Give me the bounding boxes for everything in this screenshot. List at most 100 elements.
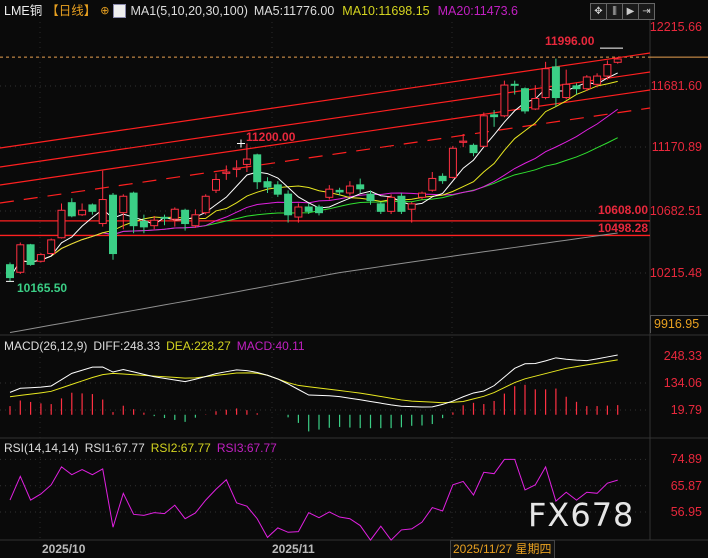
rsi-tick: 56.95 (670, 505, 702, 519)
macd-header: MACD(26,12,9) DIFF:248.33 DEA:228.27 MAC… (4, 338, 305, 354)
globe-icon[interactable]: ⊕ (100, 5, 110, 17)
candle-up (232, 167, 241, 170)
ma10-line (20, 80, 618, 263)
candle-up (407, 203, 416, 210)
candle-down (284, 193, 293, 216)
price-cursor-readout: 9916.95 (650, 315, 708, 333)
candle-up (325, 188, 334, 198)
cursor-date-label: 2025/11/27 星期四 (450, 540, 555, 558)
rsi-header: RSI(14,14,14) RSI1:67.77 RSI2:67.77 RSI3… (4, 440, 277, 456)
candle-up (78, 209, 87, 216)
macd-diff-value: DIFF:248.33 (93, 339, 161, 353)
candle-down (551, 66, 560, 99)
candle-down (490, 114, 499, 118)
candle-down (160, 216, 169, 219)
candle-up (16, 244, 25, 273)
candle-up (531, 97, 540, 110)
candle-up (57, 209, 66, 239)
price-tick: 10215.48 (649, 266, 702, 280)
date-label: 2025/10 (42, 542, 86, 556)
candle-up (479, 115, 488, 147)
candle-down (376, 203, 385, 212)
ma10-value: MA10:11698.15 (342, 4, 430, 18)
rsi2-value: RSI2:67.77 (150, 441, 211, 455)
macd-tick: 248.33 (663, 349, 702, 363)
level-label-10498: 10498.28 (597, 221, 648, 235)
candle-up (47, 239, 56, 255)
rsi-tick: 74.89 (670, 452, 702, 466)
ma20-line (30, 108, 618, 263)
candle-down (181, 209, 190, 225)
ma100-line (9, 232, 618, 334)
price-tick: 11681.60 (650, 79, 702, 93)
price-tick: 11170.89 (651, 140, 702, 154)
candle-down (521, 88, 529, 112)
candle-down (366, 193, 375, 202)
candle-down (438, 175, 447, 182)
macd-dea-value: DEA:228.27 (166, 339, 231, 353)
candle-down (67, 202, 76, 217)
candle-up (294, 206, 303, 218)
ma-params: MA1(5,10,20,30,100) (130, 4, 248, 18)
period-selector[interactable]: 【日线】 (46, 4, 97, 18)
rsi-line (9, 458, 618, 541)
candle-up (170, 208, 179, 220)
candle-down (253, 154, 262, 183)
crosshair-icon[interactable]: ✥ (590, 3, 607, 20)
candle-up (387, 196, 396, 212)
macd-tick: 19.79 (670, 403, 702, 417)
candle-up (98, 199, 107, 225)
candle-up (500, 84, 509, 117)
candle-up (603, 64, 612, 77)
rsi-tick: 65.87 (670, 479, 702, 493)
rsi3-value: RSI3:67.77 (216, 441, 277, 455)
candle-down (304, 206, 313, 212)
rsi1-value: RSI1:67.77 (84, 441, 145, 455)
candle-down (572, 85, 581, 90)
candle-down (469, 144, 478, 154)
ma20-value: MA20:11473.6 (437, 4, 519, 18)
low-price-label: 10165.50 (17, 281, 68, 295)
play-chart-icon[interactable]: ▶ (622, 3, 639, 20)
candle-up (418, 192, 426, 198)
trend-channel-line (0, 107, 651, 204)
trend-channel-line (0, 89, 651, 186)
candle-down (6, 264, 14, 279)
macd-diff-line (9, 354, 618, 408)
candle-up (36, 254, 45, 262)
price-tick: 12215.66 (649, 20, 702, 34)
fx678-watermark: FX678 (528, 496, 635, 534)
candle-down (263, 181, 272, 188)
chart-header: LME铜 【日线】 ⊕ MA1(5,10,20,30,100) MA5:1177… (4, 3, 518, 19)
exit-icon[interactable]: ⇥ (638, 3, 655, 20)
candle-up (119, 195, 128, 214)
macd-hist-value: MACD:40.11 (236, 339, 305, 353)
candle-down (129, 192, 138, 227)
ma-indicator-icon[interactable] (113, 4, 127, 18)
candle-up (212, 178, 220, 191)
candle-up (582, 76, 591, 90)
candle-up (459, 140, 468, 143)
macd-params: MACD(26,12,9) (4, 339, 88, 353)
candle-down (26, 244, 35, 265)
swing-high-label: 11200.00 (246, 130, 296, 144)
ma5-value: MA5:11776.00 (253, 4, 335, 18)
candle-down (139, 220, 148, 228)
candle-down (335, 189, 344, 193)
candle-up (201, 195, 210, 214)
candle-up (428, 177, 437, 191)
candle-up (345, 185, 354, 194)
level-label-10608: 10608.00 (597, 203, 648, 217)
date-label: 2025/11 (272, 542, 315, 556)
candle-down (510, 83, 519, 86)
price-tick: 10682.51 (649, 204, 702, 218)
high-price-label: 11996.00 (545, 34, 595, 48)
candle-down (315, 206, 323, 214)
bar-chart-icon[interactable]: ⫼ (606, 3, 623, 20)
candle-up (242, 158, 251, 165)
candle-down (109, 194, 117, 255)
candle-down (88, 204, 97, 212)
candle-down (397, 195, 406, 212)
